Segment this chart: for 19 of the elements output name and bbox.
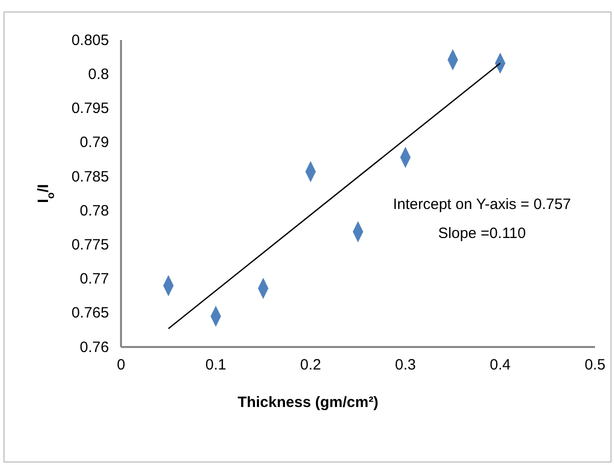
y-tick-label: 0.76 [80,338,109,356]
y-tick-label: 0.775 [71,236,109,254]
annotation: Intercept on Y-axis = 0.757 [392,196,572,213]
y-tick-label: 0.795 [71,100,109,118]
x-tick-label: 0.3 [394,356,416,374]
y-tick-label: 0.765 [71,304,109,322]
x-tick-label: 0.5 [584,356,606,374]
x-tick-label: 0.4 [490,356,511,374]
y-tick-label: 0.77 [80,270,109,288]
x-axis-title: Thickness (gm/cm²) [238,394,378,411]
y-tick-label: 0.8 [88,66,109,83]
y-tick-label: 0.79 [80,134,109,152]
x-tick-label: 0.1 [205,356,226,374]
annotation: Slope =0.110 [438,225,526,242]
y-tick-label: 0.785 [71,168,109,186]
y-tick-label: 0.805 [71,32,109,49]
x-tick-label: 0.2 [300,356,322,374]
x-tick-label: 0 [116,356,126,374]
y-tick-label: 0.78 [80,202,109,220]
